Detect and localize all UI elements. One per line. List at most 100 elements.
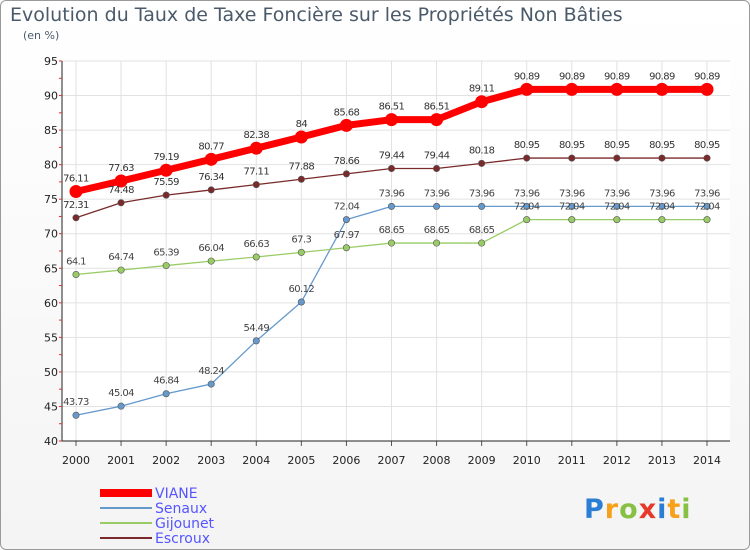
- data-label: 72.04: [694, 202, 720, 213]
- data-label: 85.68: [334, 107, 360, 118]
- data-label: 67.3: [291, 234, 311, 245]
- legend-label: Senaux: [155, 501, 207, 517]
- series-senaux: [72, 202, 711, 419]
- data-point: [159, 163, 173, 177]
- data-point: [207, 186, 215, 194]
- data-point: [162, 191, 170, 199]
- x-tick-label: 2001: [107, 454, 135, 467]
- data-label: 76.34: [198, 172, 224, 183]
- data-point: [342, 170, 350, 178]
- x-tick-label: 2013: [648, 454, 676, 467]
- data-point: [433, 202, 441, 210]
- proxiti-logo: Proxiti: [584, 494, 692, 525]
- y-tick-label: 80: [44, 159, 58, 172]
- data-point: [523, 216, 531, 224]
- data-label: 76.11: [63, 174, 89, 185]
- y-tick-label: 95: [44, 55, 58, 68]
- x-tick-label: 2000: [62, 454, 90, 467]
- x-tick-label: 2004: [242, 454, 270, 467]
- data-point: [204, 152, 218, 166]
- data-label: 80.95: [559, 140, 585, 151]
- data-point: [117, 402, 125, 410]
- data-label: 73.96: [694, 188, 720, 199]
- data-label: 65.39: [153, 248, 179, 259]
- data-label: 60.12: [289, 284, 315, 295]
- data-point: [433, 165, 441, 173]
- data-label: 66.04: [198, 243, 224, 254]
- data-label: 80.77: [198, 141, 224, 152]
- data-label: 45.04: [108, 388, 134, 399]
- data-label: 72.04: [649, 202, 675, 213]
- data-label: 73.96: [604, 188, 630, 199]
- data-point: [297, 248, 305, 256]
- data-point: [249, 141, 263, 155]
- data-label: 90.89: [559, 71, 585, 82]
- data-label: 72.04: [334, 202, 360, 213]
- data-point: [520, 82, 534, 96]
- y-tick-label: 45: [44, 400, 58, 413]
- data-point: [565, 82, 579, 96]
- data-label: 84: [296, 119, 308, 130]
- data-label: 72.31: [63, 200, 89, 211]
- data-point: [297, 298, 305, 306]
- y-tick-label: 40: [44, 435, 58, 448]
- data-point: [162, 390, 170, 398]
- data-point: [658, 154, 666, 162]
- data-label: 46.84: [153, 376, 179, 387]
- data-label: 72.04: [604, 202, 630, 213]
- logo-letter: x: [638, 494, 658, 525]
- logo-letter: o: [619, 494, 639, 525]
- data-point: [207, 380, 215, 388]
- data-label: 64.1: [66, 256, 86, 267]
- data-point: [252, 253, 260, 261]
- data-point: [207, 257, 215, 265]
- data-label: 54.49: [243, 323, 269, 334]
- y-tick-label: 85: [44, 124, 58, 137]
- x-tick-label: 2012: [603, 454, 631, 467]
- data-point: [72, 270, 80, 278]
- y-tick-label: 70: [44, 228, 58, 241]
- data-label: 73.96: [559, 188, 585, 199]
- data-label: 89.11: [469, 84, 495, 95]
- y-tick-label: 55: [44, 331, 58, 344]
- logo-letter: i: [681, 494, 692, 525]
- data-label: 64.74: [108, 252, 134, 263]
- data-label: 67.97: [334, 230, 360, 241]
- y-tick-label: 50: [44, 366, 58, 379]
- x-tick-label: 2003: [197, 454, 225, 467]
- data-point: [613, 216, 621, 224]
- data-label: 80.95: [604, 140, 630, 151]
- series-viane: [69, 82, 714, 199]
- logo-letter: P: [584, 494, 605, 525]
- data-point: [703, 202, 711, 210]
- chart-title: Evolution du Taux de Taxe Foncière sur l…: [10, 4, 623, 26]
- data-point: [478, 202, 486, 210]
- data-label: 80.95: [649, 140, 675, 151]
- data-label: 74.48: [108, 185, 134, 196]
- data-point: [342, 244, 350, 252]
- data-label: 77.88: [289, 161, 315, 172]
- data-label: 68.65: [469, 225, 495, 236]
- data-point: [568, 154, 576, 162]
- y-tick-label: 75: [44, 193, 58, 206]
- labels-senaux: 43.73 45.04 46.84 48.24 54.49 60.12 72.04 73.96…: [63, 188, 720, 408]
- labels-escroux: 72.31 74.48 75.59 76.34 77.11 77.88 78.66 79.44…: [63, 140, 720, 211]
- data-point: [342, 216, 350, 224]
- data-label: 80.95: [694, 140, 720, 151]
- data-point: [700, 82, 714, 96]
- data-point: [658, 202, 666, 210]
- data-label: 73.96: [379, 188, 405, 199]
- y-axis-unit-label: (en %): [23, 29, 60, 42]
- data-point: [387, 239, 395, 247]
- data-point: [117, 199, 125, 207]
- data-label: 77.63: [108, 163, 134, 174]
- data-point: [523, 154, 531, 162]
- data-point: [703, 216, 711, 224]
- data-label: 86.51: [379, 102, 405, 113]
- logo-letter: i: [657, 494, 668, 525]
- data-label: 79.19: [153, 152, 179, 163]
- data-point: [430, 113, 444, 127]
- x-tick-label: 2002: [152, 454, 180, 467]
